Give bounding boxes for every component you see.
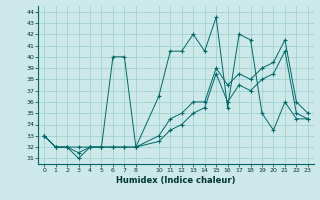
X-axis label: Humidex (Indice chaleur): Humidex (Indice chaleur) [116,176,236,185]
